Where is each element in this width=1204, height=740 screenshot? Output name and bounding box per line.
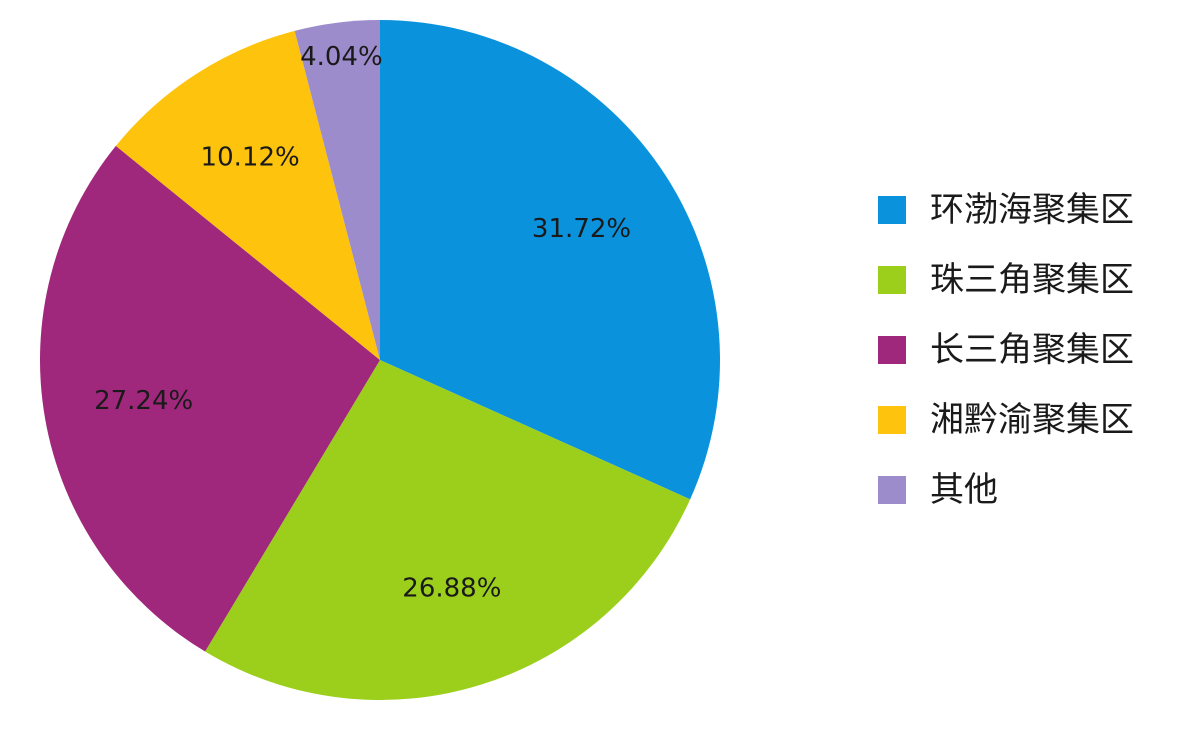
- data-label-3: 10.12%: [201, 143, 300, 173]
- legend-swatch-2: [878, 336, 906, 364]
- data-label-2: 27.24%: [94, 386, 193, 416]
- data-label-4: 4.04%: [300, 42, 383, 72]
- legend-label-2: 长三角聚集区: [930, 330, 1134, 370]
- data-label-1: 26.88%: [402, 573, 501, 603]
- legend-item-2: 长三角聚集区: [878, 330, 1134, 370]
- legend-item-4: 其他: [878, 470, 1134, 510]
- data-label-0: 31.72%: [532, 214, 631, 244]
- pie-slice-4: [294, 20, 380, 360]
- legend-label-4: 其他: [930, 470, 998, 510]
- pie-slice-2: [39, 145, 380, 652]
- legend-label-0: 环渤海聚集区: [930, 190, 1134, 230]
- legend-swatch-4: [878, 476, 906, 504]
- pie-slice-0: [380, 20, 721, 500]
- legend-label-3: 湘黔渝聚集区: [930, 400, 1134, 440]
- pie-slice-3: [115, 30, 381, 361]
- legend: 环渤海聚集区 珠三角聚集区 长三角聚集区 湘黔渝聚集区 其他: [878, 190, 1134, 540]
- legend-swatch-0: [878, 196, 906, 224]
- legend-item-0: 环渤海聚集区: [878, 190, 1134, 230]
- legend-swatch-3: [878, 406, 906, 434]
- legend-item-1: 珠三角聚集区: [878, 260, 1134, 300]
- legend-label-1: 珠三角聚集区: [930, 260, 1134, 300]
- legend-item-3: 湘黔渝聚集区: [878, 400, 1134, 440]
- pie-slice-1: [205, 360, 691, 700]
- legend-swatch-1: [878, 266, 906, 294]
